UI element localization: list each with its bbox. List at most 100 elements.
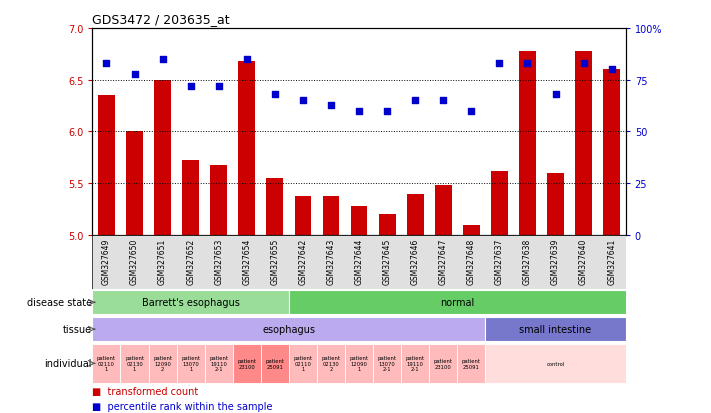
Text: GSM327644: GSM327644	[355, 238, 363, 285]
Bar	[267, 178, 283, 235]
Bar	[603, 70, 620, 235]
Point	[522, 61, 533, 67]
Bar	[92, 317, 486, 342]
Bar	[323, 196, 339, 235]
Point	[213, 83, 225, 90]
Bar	[379, 215, 395, 235]
Text: GSM327649: GSM327649	[102, 238, 111, 285]
Text: patient
12090
2: patient 12090 2	[153, 356, 172, 371]
Point	[326, 102, 337, 109]
Point	[129, 71, 140, 78]
Text: patient
25091: patient 25091	[462, 358, 481, 369]
Point	[578, 61, 589, 67]
Bar	[351, 206, 368, 235]
Text: patient
12090
1: patient 12090 1	[350, 356, 368, 371]
Bar	[182, 161, 199, 235]
Bar	[92, 290, 289, 315]
Point	[297, 98, 309, 104]
Text: patient
25091: patient 25091	[265, 358, 284, 369]
Text: small intestine: small intestine	[520, 324, 592, 335]
Text: patient
02130
2: patient 02130 2	[321, 356, 341, 371]
Point	[437, 98, 449, 104]
Point	[353, 108, 365, 115]
Text: GSM327655: GSM327655	[270, 238, 279, 285]
Bar	[289, 344, 317, 383]
Bar	[519, 52, 536, 235]
Bar	[238, 62, 255, 235]
Text: GSM327647: GSM327647	[439, 238, 448, 285]
Bar	[457, 344, 486, 383]
Text: GSM327641: GSM327641	[607, 238, 616, 284]
Point	[241, 57, 252, 63]
Bar	[92, 344, 120, 383]
Point	[157, 57, 169, 63]
Bar	[126, 132, 143, 235]
Text: GSM327645: GSM327645	[383, 238, 392, 285]
Text: disease state: disease state	[27, 297, 92, 308]
Point	[606, 67, 617, 74]
Bar	[317, 344, 345, 383]
Text: GSM327637: GSM327637	[495, 238, 504, 285]
Bar	[149, 344, 176, 383]
Bar	[486, 344, 626, 383]
Text: patient
02110
1: patient 02110 1	[294, 356, 312, 371]
Text: GSM327638: GSM327638	[523, 238, 532, 284]
Bar	[491, 171, 508, 235]
Text: tissue: tissue	[63, 324, 92, 335]
Bar	[429, 344, 457, 383]
Bar	[407, 194, 424, 235]
Text: ■  percentile rank within the sample: ■ percentile rank within the sample	[92, 401, 273, 411]
Text: patient
19110
2-1: patient 19110 2-1	[406, 356, 424, 371]
Point	[185, 83, 196, 90]
Bar	[261, 344, 289, 383]
Bar	[463, 225, 480, 235]
Text: patient
19110
2-1: patient 19110 2-1	[209, 356, 228, 371]
Text: GSM327639: GSM327639	[551, 238, 560, 285]
Text: GSM327650: GSM327650	[130, 238, 139, 285]
Text: normal: normal	[440, 297, 474, 308]
Bar	[435, 186, 451, 235]
Text: control: control	[546, 361, 565, 366]
Text: GSM327643: GSM327643	[326, 238, 336, 285]
Point	[101, 61, 112, 67]
Text: esophagus: esophagus	[262, 324, 316, 335]
Bar	[373, 344, 401, 383]
Bar	[575, 52, 592, 235]
Bar	[205, 344, 232, 383]
Text: patient
02130
1: patient 02130 1	[125, 356, 144, 371]
Text: GSM327648: GSM327648	[467, 238, 476, 284]
Text: individual: individual	[44, 358, 92, 368]
Text: GDS3472 / 203635_at: GDS3472 / 203635_at	[92, 13, 230, 26]
Bar	[120, 344, 149, 383]
Text: GSM327653: GSM327653	[214, 238, 223, 285]
Bar	[98, 96, 115, 235]
Bar	[401, 344, 429, 383]
Bar	[345, 344, 373, 383]
Text: GSM327640: GSM327640	[579, 238, 588, 285]
Bar	[232, 344, 261, 383]
Text: ■  transformed count: ■ transformed count	[92, 386, 198, 396]
Bar	[154, 81, 171, 235]
Text: GSM327654: GSM327654	[242, 238, 251, 285]
Point	[410, 98, 421, 104]
Point	[466, 108, 477, 115]
Bar	[210, 165, 227, 235]
Text: patient
23100: patient 23100	[237, 358, 256, 369]
Text: Barrett's esophagus: Barrett's esophagus	[141, 297, 240, 308]
Bar	[547, 173, 564, 235]
Bar	[176, 344, 205, 383]
Text: GSM327646: GSM327646	[411, 238, 419, 285]
Text: GSM327652: GSM327652	[186, 238, 195, 284]
Bar	[486, 317, 626, 342]
Text: GSM327642: GSM327642	[299, 238, 307, 284]
Text: patient
02110
1: patient 02110 1	[97, 356, 116, 371]
Text: patient
23100: patient 23100	[434, 358, 453, 369]
Text: patient
13070
1: patient 13070 1	[181, 356, 201, 371]
Bar	[289, 290, 626, 315]
Text: GSM327651: GSM327651	[158, 238, 167, 284]
Point	[269, 92, 281, 98]
Point	[550, 92, 561, 98]
Point	[381, 108, 392, 115]
Point	[493, 61, 505, 67]
Bar	[294, 196, 311, 235]
